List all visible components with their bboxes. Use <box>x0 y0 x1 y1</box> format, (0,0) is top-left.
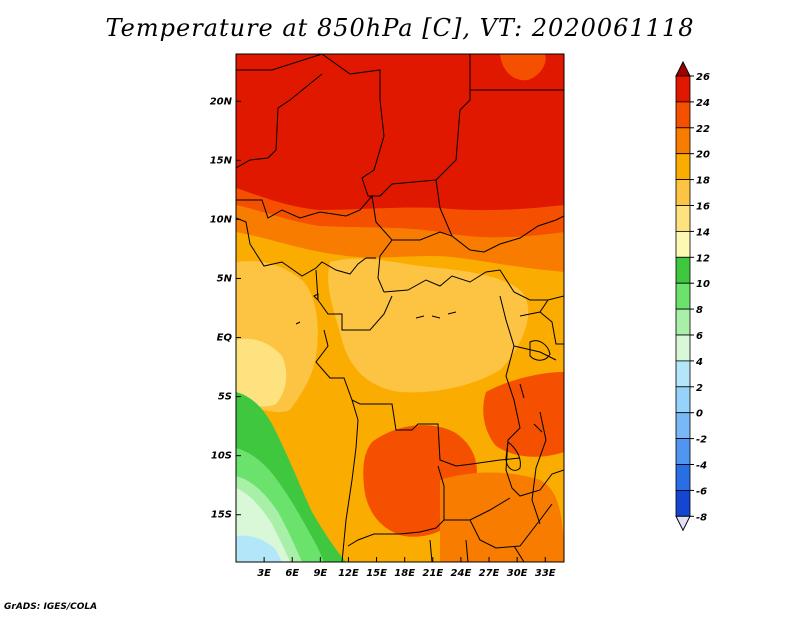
colorbar-swatch <box>675 464 691 491</box>
country-borders <box>236 54 564 562</box>
colorbar-swatch <box>675 179 691 206</box>
river-congo <box>415 311 457 319</box>
lat-tick-label: 5N <box>217 273 233 284</box>
border-cameroon <box>315 269 393 331</box>
border-zambia <box>444 497 553 549</box>
lake-mweru <box>505 441 521 471</box>
colorbar-swatch <box>675 282 691 310</box>
colorbar-swatch <box>675 308 691 336</box>
border-sudan <box>435 179 564 253</box>
lat-tick-label: EQ <box>217 333 233 344</box>
lon-tick-label: 18E <box>394 568 415 579</box>
grads-credit: GrADS: IGES/COLA <box>4 602 98 612</box>
colorbar-label: 8 <box>696 305 703 316</box>
colorbar-label: 0 <box>696 409 703 420</box>
colorbar-label: 26 <box>696 72 710 83</box>
lat-tick-label: 10N <box>210 214 233 225</box>
lat-tick-label: 5S <box>218 392 232 403</box>
border-south <box>429 539 525 562</box>
lon-tick-label: 6E <box>285 568 299 579</box>
colorbar-swatch <box>675 75 691 103</box>
temperature-field <box>236 54 564 562</box>
colorbar-label: 22 <box>696 124 710 135</box>
colorbar-swatch <box>675 205 691 232</box>
colorbar-label: -2 <box>696 435 707 446</box>
lon-tick-label: 3E <box>257 568 271 579</box>
border-uganda <box>513 299 564 361</box>
colorbar-label: 24 <box>696 98 710 109</box>
colorbar-swatch <box>675 334 691 362</box>
lake-victoria <box>529 340 551 361</box>
colorbar-top-arrow <box>675 60 691 77</box>
lat-tick-label: 20N <box>210 96 233 107</box>
colorbar-label: 2 <box>696 383 703 394</box>
lon-tick-label: 33E <box>535 568 556 579</box>
colorbar-label: 16 <box>696 202 710 213</box>
lon-tick-label: 24E <box>451 568 472 579</box>
lon-tick-label: 12E <box>338 568 359 579</box>
map-title: Temperature at 850hPa [C], VT: 202006111… <box>105 14 695 42</box>
lat-tick-label: 15S <box>211 510 232 521</box>
lon-tick-label: 15E <box>366 568 387 579</box>
lon-tick-label: 27E <box>479 568 500 579</box>
latitude-axis: 20N 15N 10N 5N EQ 5S 10S 15S <box>210 96 241 521</box>
border-angola-w <box>341 399 359 562</box>
colorbar-swatch <box>675 360 691 388</box>
colorbar-label: 4 <box>695 357 703 368</box>
lat-tick-label: 10S <box>211 451 232 462</box>
colorbar-label: 10 <box>696 279 710 290</box>
colorbar-label: 6 <box>696 331 703 342</box>
colorbar-bottom-arrow <box>675 515 691 532</box>
field-22-24-east <box>483 372 564 457</box>
colorbar-label: 20 <box>696 150 710 161</box>
field-16-18-central <box>328 258 529 393</box>
field-24-26 <box>236 54 564 211</box>
colorbar-swatch <box>675 153 691 180</box>
border-mali <box>236 73 323 169</box>
lon-tick-label: 30E <box>507 568 528 579</box>
colorbar-label: 14 <box>696 227 710 238</box>
lake-kivu <box>519 383 543 433</box>
border-coast-w <box>236 217 376 277</box>
field-14-16 <box>236 338 287 407</box>
field-4-6 <box>236 535 282 562</box>
colorbar-swatch <box>675 489 691 517</box>
lon-tick-label: 9E <box>313 568 327 579</box>
colorbar-swatch <box>675 127 691 155</box>
colorbar-label: -4 <box>696 461 707 472</box>
colorbar-label: 12 <box>696 253 710 264</box>
lake-tanganyika <box>531 411 547 525</box>
map-frame <box>235 53 565 563</box>
colorbar-swatch <box>675 101 691 129</box>
field-hotspot-ne <box>500 54 546 81</box>
lon-tick-label: 21E <box>422 568 443 579</box>
island-bioko <box>295 293 319 325</box>
border-nigeria <box>236 195 393 293</box>
colorbar-swatch <box>675 412 691 440</box>
field-20-22-south <box>440 472 564 562</box>
colorbar-label: -8 <box>696 512 707 523</box>
colorbar-swatch <box>675 256 691 284</box>
border-north <box>236 54 471 197</box>
lat-tick-label: 15N <box>210 155 233 166</box>
colorbar-swatch <box>675 438 691 465</box>
colorbar-label: 18 <box>696 176 710 187</box>
longitude-axis: 3E 6E 9E 12E 15E 18E 21E 24E 27E 30E 33E <box>257 557 556 579</box>
colorbar-label: -6 <box>696 486 707 497</box>
colorbar-swatch <box>675 386 691 414</box>
border-car <box>383 231 564 301</box>
border-angola-s <box>347 465 445 547</box>
border-congo <box>315 329 521 467</box>
colorbar-swatch <box>675 230 691 258</box>
